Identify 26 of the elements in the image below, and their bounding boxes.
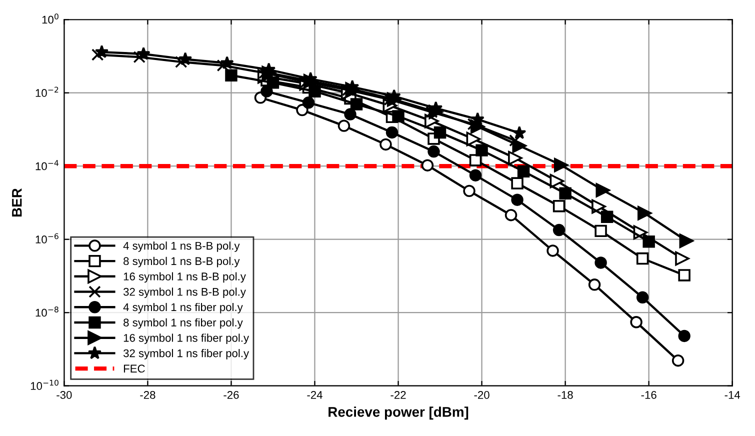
x-tick-label: -28 [140, 391, 156, 399]
y-tick-label: 10$^{−8}$ [36, 306, 58, 317]
x-tick-label: -24 [307, 391, 322, 399]
x-tick-label: -26 [224, 391, 239, 399]
legend-label: 32 symbol 1 ns fiber pol.y [123, 349, 250, 360]
y-axis-title: BER [12, 188, 22, 216]
x-tick-label: -14 [724, 391, 740, 399]
x-axis-title: Recieve power [dBm] [328, 406, 468, 420]
y-tick-label: 10$^{−10}$ [30, 380, 58, 390]
legend-label: FEC [124, 364, 145, 373]
legend-label: 8 symbol 1 ns fiber pol.y [124, 318, 243, 329]
legend-label: 4 symbol 1 ns B-B pol.y [123, 242, 240, 252]
legend-label: 8 symbol 1 ns B-B pol.y [124, 256, 240, 268]
legend-label: 4 symbol 1 ns fiber pol.y [123, 302, 243, 314]
x-tick-label: -30 [56, 391, 72, 399]
legend-label: 32 symbol 1 ns B-B pol.y [123, 288, 246, 298]
x-tick-label: -16 [641, 391, 656, 399]
y-tick-label: 10$^{−2}$ [36, 86, 58, 97]
y-tick-label: 10$^{0}$ [42, 14, 58, 24]
x-tick-label: -18 [558, 391, 573, 399]
y-tick-label: 10$^{−6}$ [36, 233, 58, 244]
legend-label: 16 symbol 1 ns fiber pol.y [124, 334, 250, 344]
x-tick-label: -22 [390, 391, 406, 399]
legend-label: 16 symbol 1 ns B-B pol.y [124, 272, 246, 283]
x-tick-label: -20 [474, 391, 490, 399]
y-tick-label: 10$^{−4}$ [36, 160, 58, 170]
